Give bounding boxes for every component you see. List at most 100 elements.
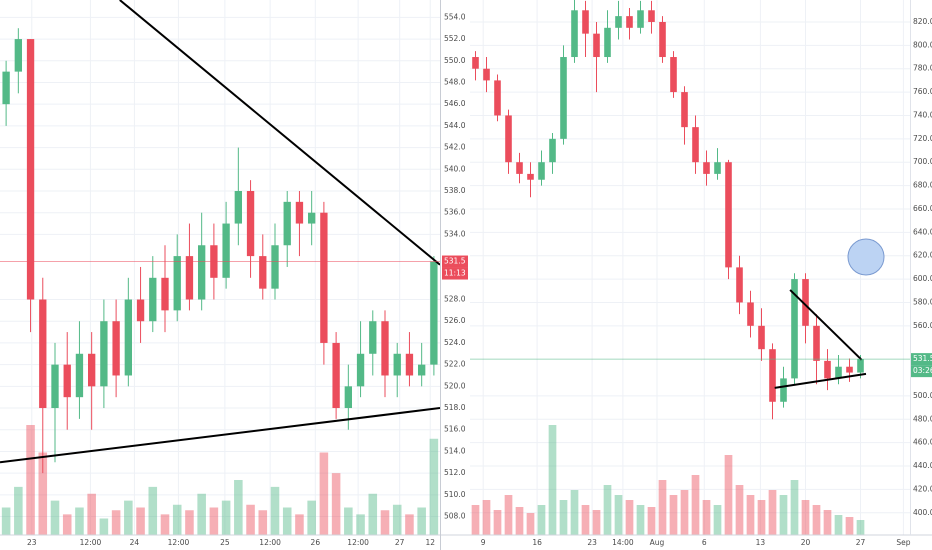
volume-bar: [735, 485, 744, 535]
volume-bar: [87, 493, 96, 535]
y-tick-label: 500.0: [913, 391, 932, 400]
volume-bar: [647, 507, 656, 535]
volume-bar: [50, 500, 60, 535]
volume-bar: [368, 493, 378, 535]
trendline: [0, 407, 440, 464]
volume-bar: [614, 495, 623, 535]
candle-body: [582, 10, 589, 34]
y-tick-label: 542.0: [444, 143, 466, 152]
volume-bar: [812, 505, 821, 535]
y-tick-label: 720.0: [913, 134, 932, 143]
volume-bar: [658, 480, 667, 535]
y-tick-label: 546.0: [444, 99, 466, 108]
volume-bar: [307, 500, 316, 535]
volume-bar: [111, 510, 121, 535]
countdown-label: 03:26:1: [913, 366, 932, 375]
candle-body: [681, 92, 688, 128]
x-tick-label: 24: [130, 538, 140, 547]
volume-bar: [592, 510, 601, 535]
volume-bar: [148, 486, 158, 535]
candle-body: [405, 353, 414, 376]
y-tick-label: 560.0: [913, 321, 932, 330]
candle-body: [246, 190, 255, 257]
y-tick-label: 552.0: [444, 34, 466, 43]
candle-body: [222, 223, 230, 278]
candle-body: [271, 245, 279, 289]
volume-bar: [526, 513, 535, 535]
candle-body: [758, 325, 765, 350]
volume-bar: [515, 507, 524, 535]
candle-body: [626, 16, 633, 28]
volume-bar: [160, 514, 170, 535]
y-tick-label: 600.0: [913, 274, 932, 283]
candle-body: [51, 364, 59, 409]
x-tick-label: 12:00: [259, 538, 281, 547]
y-tick-label: 518.0: [444, 403, 466, 412]
trendline: [119, 0, 440, 266]
candle-body: [39, 299, 47, 409]
candle-body: [136, 299, 145, 322]
volume-bar: [62, 514, 72, 535]
volume-bar: [209, 507, 219, 535]
y-tick-label: 508.0: [444, 512, 466, 521]
y-tick-label: 480.0: [913, 414, 932, 423]
volume-bar: [319, 452, 329, 535]
volume-bar: [1, 507, 11, 535]
candle-body: [670, 57, 677, 93]
candle-body: [2, 71, 10, 105]
y-tick-label: 550.0: [444, 56, 466, 65]
y-tick-label: 548.0: [444, 77, 466, 86]
volume-bar: [331, 473, 341, 535]
panel: [470, 0, 910, 535]
candle-body: [637, 10, 644, 28]
candle-body: [769, 349, 776, 402]
y-tick-label: 740.0: [913, 110, 932, 119]
volume-bar: [234, 480, 243, 535]
candle-body: [835, 366, 842, 379]
trendline: [789, 289, 863, 361]
candle-body: [112, 321, 120, 376]
x-tick-label: 25: [220, 538, 230, 547]
volume-bar: [185, 510, 194, 535]
volume-bar: [258, 510, 268, 535]
x-tick-label: 20: [801, 538, 811, 547]
candle-body: [615, 16, 622, 28]
candle-body: [369, 321, 377, 354]
volume-bar: [493, 510, 502, 535]
y-tick-label: 620.0: [913, 251, 932, 260]
candle-body: [418, 364, 426, 376]
x-tick-label: Sep: [896, 538, 910, 547]
candle-body: [356, 353, 365, 387]
candle-body: [14, 39, 22, 72]
y-tick-label: 510.0: [444, 490, 466, 499]
candle-body: [75, 353, 84, 398]
volume-bar: [482, 500, 491, 535]
last-price-label: 531.5: [913, 354, 932, 363]
y-tick-label: 526.0: [444, 316, 466, 325]
candle-body: [381, 321, 389, 376]
y-tick-label: 514.0: [444, 446, 466, 455]
candle-body: [161, 277, 169, 311]
trendline: [774, 372, 867, 389]
volume-bar: [845, 517, 854, 535]
y-tick-label: 522.0: [444, 360, 466, 369]
volume-bar: [99, 518, 109, 535]
candle-body: [185, 256, 194, 300]
x-tick-label: 23: [27, 538, 37, 547]
x-tick-label: 16: [532, 538, 542, 547]
candle-body: [430, 261, 438, 365]
candle-body: [393, 353, 401, 376]
candle-body: [516, 162, 523, 174]
candle-body: [714, 162, 721, 174]
candle-body: [173, 256, 181, 311]
candle-body: [560, 57, 567, 139]
y-tick-label: 460.0: [913, 438, 932, 447]
volume-bar: [356, 514, 365, 535]
y-tick-label: 820.0: [913, 17, 932, 26]
price-box: [911, 353, 932, 366]
candle-body: [703, 162, 710, 174]
y-tick-label: 660.0: [913, 204, 932, 213]
y-tick-label: 516.0: [444, 425, 466, 434]
candle-body: [791, 279, 798, 379]
y-tick-label: 554.0: [444, 12, 466, 21]
